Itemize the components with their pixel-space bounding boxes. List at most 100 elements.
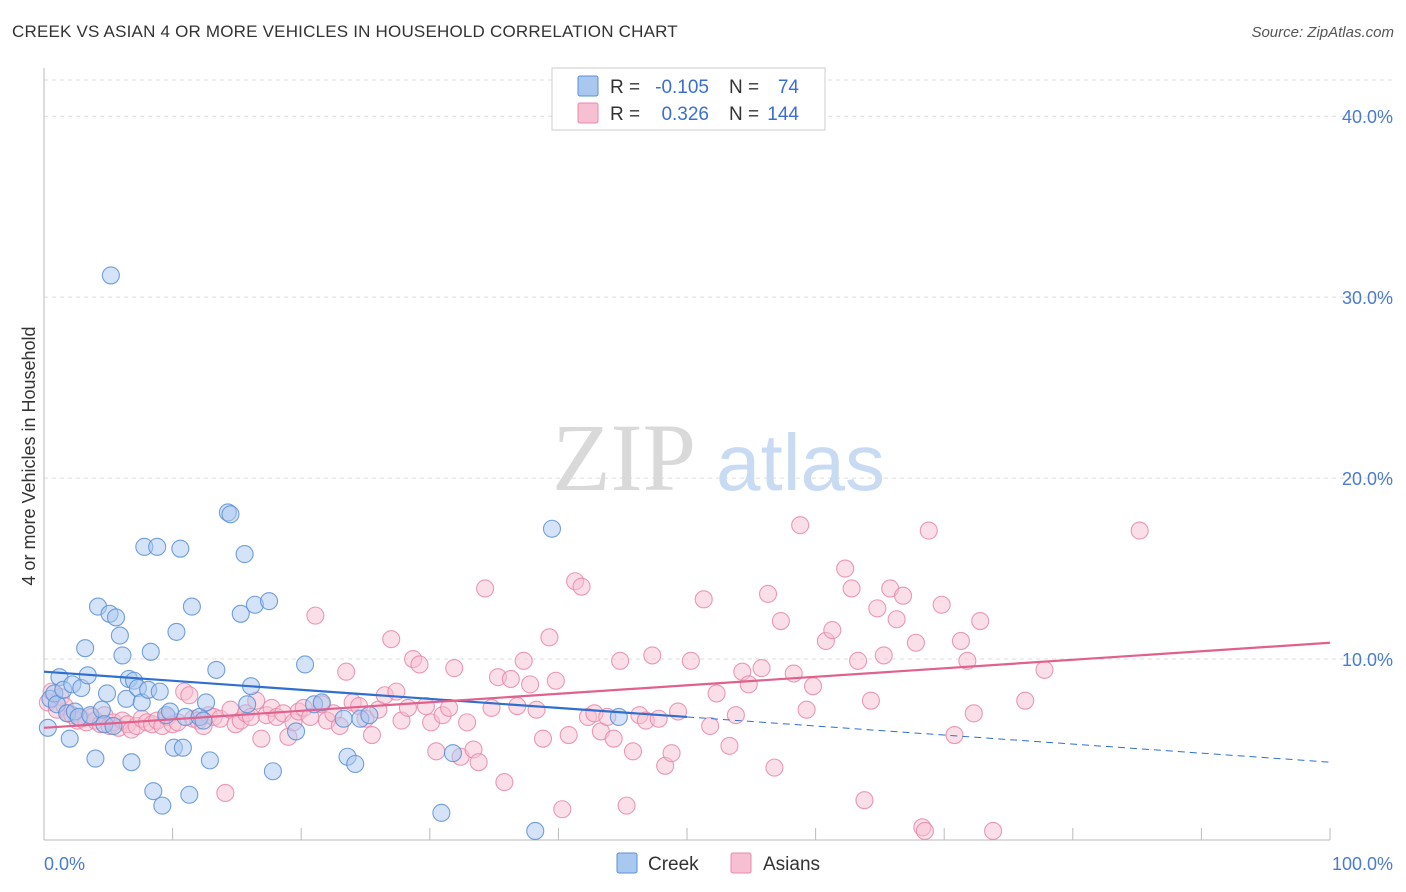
legend-asians-swatch	[577, 102, 599, 124]
creek-point-72	[526, 821, 545, 841]
asians-point-135	[861, 691, 880, 710]
asians-point-121	[752, 659, 771, 678]
legend-creek-swatch	[577, 75, 599, 97]
creek-point-43	[173, 738, 192, 757]
creek-point-37	[153, 796, 172, 815]
creek-point-7	[60, 729, 79, 748]
asians-point-140	[893, 586, 913, 605]
watermark-zip: ZIP	[552, 404, 696, 511]
asians-point-133	[848, 651, 868, 670]
creek-point-53	[221, 505, 240, 524]
creek-point-69	[360, 706, 379, 725]
series-legend: Creek Asians	[616, 852, 820, 875]
asians-point-74	[427, 742, 446, 761]
legend-asians-n-label: N =	[729, 104, 759, 125]
asians-point-127	[797, 700, 816, 719]
asians-point-111	[662, 744, 681, 763]
bottom-legend-asians-swatch	[730, 852, 752, 874]
asians-point-137	[874, 646, 893, 665]
axes	[43, 68, 1331, 841]
asians-point-154	[1130, 521, 1149, 540]
asians-point-102	[604, 729, 623, 748]
asians-point-30	[180, 686, 199, 705]
y-axis-label: 4 or more Vehicles in Household	[19, 326, 39, 585]
asians-point-104	[617, 796, 636, 815]
legend-creek-n-label: N =	[729, 77, 759, 98]
y-tick-label-1: 20.0%	[1342, 469, 1393, 489]
asians-point-92	[540, 628, 559, 647]
asians-point-126	[791, 516, 810, 535]
y-tick-label-0: 10.0%	[1342, 650, 1393, 670]
creek-point-21	[104, 716, 123, 736]
asians-point-123	[765, 758, 784, 777]
asians-point-136	[868, 599, 887, 618]
creek-point-54	[231, 604, 250, 623]
asians-point-149	[964, 704, 983, 723]
creek-point-48	[194, 711, 213, 730]
asians-point-153	[1035, 660, 1054, 679]
asians-point-151	[984, 821, 1003, 841]
creek-point-73	[542, 519, 562, 538]
asians-point-122	[758, 584, 778, 603]
asians-point-116	[707, 684, 726, 703]
asians-point-132	[842, 579, 861, 598]
creek-point-45	[180, 785, 199, 804]
asians-point-147	[951, 631, 970, 651]
source-credit: Source: ZipAtlas.com	[1251, 24, 1394, 41]
asians-point-114	[694, 590, 713, 609]
correlation-legend: R = -0.105 N = 74 R = 0.326 N = 144	[551, 67, 826, 131]
creek-point-22	[106, 608, 126, 627]
creek-point-49	[196, 693, 216, 712]
creek-point-65	[334, 709, 353, 728]
watermark-atlas: atlas	[716, 418, 885, 507]
creek-point-36	[150, 682, 169, 701]
creek-point-19	[97, 684, 117, 703]
asians-point-97	[572, 577, 591, 596]
creek-point-34	[144, 782, 163, 801]
creek-point-55	[235, 545, 254, 564]
x-tick-label-0: 0.0%	[44, 854, 85, 874]
creek-trend-line	[43, 670, 688, 719]
asians-point-89	[521, 675, 540, 694]
asians-point-54	[306, 606, 325, 625]
asians-point-141	[906, 633, 925, 652]
asians-point-88	[514, 651, 533, 670]
creek-point-12	[76, 639, 95, 658]
asians-point-69	[398, 698, 417, 717]
creek-point-59	[259, 592, 279, 611]
creek-point-41	[167, 622, 186, 641]
asians-trend-line	[43, 641, 1331, 729]
legend-asians-r-label: R =	[610, 104, 640, 125]
asians-point-143	[915, 821, 934, 841]
asians-point-146	[945, 725, 964, 745]
legend-creek-r-value: -0.105	[655, 77, 709, 98]
legend-creek-r-label: R =	[610, 77, 640, 98]
asians-points	[38, 516, 1149, 841]
creek-point-64	[312, 693, 331, 712]
watermark: ZIP atlas	[552, 404, 885, 511]
tick-labels: 10.0% 20.0% 30.0% 40.0% 0.0% 100.0%	[44, 107, 1393, 874]
asians-point-71	[410, 655, 429, 674]
creek-point-56	[238, 695, 257, 714]
creek-point-15	[86, 749, 105, 768]
asians-point-115	[701, 716, 720, 736]
bottom-legend-asians-label: Asians	[763, 854, 820, 875]
asians-point-152	[1016, 691, 1035, 710]
bottom-legend-creek-label: Creek	[648, 854, 699, 875]
y-tick-label-3: 40.0%	[1342, 107, 1393, 127]
legend-creek-n-value: 74	[778, 77, 800, 98]
asians-point-148	[958, 651, 977, 670]
creek-point-39	[160, 702, 180, 721]
asians-point-93	[546, 671, 565, 690]
asians-point-128	[803, 677, 823, 696]
legend-asians-n-value: 144	[767, 104, 799, 125]
creek-trend-extension	[686, 716, 1331, 763]
asians-point-118	[726, 706, 745, 725]
creek-point-42	[171, 539, 190, 558]
creek-point-23	[110, 626, 129, 645]
creek-point-50	[200, 751, 219, 770]
creek-point-27	[122, 753, 141, 772]
asians-point-130	[823, 621, 842, 640]
creek-point-33	[141, 642, 160, 661]
creek-point-61	[287, 722, 306, 741]
